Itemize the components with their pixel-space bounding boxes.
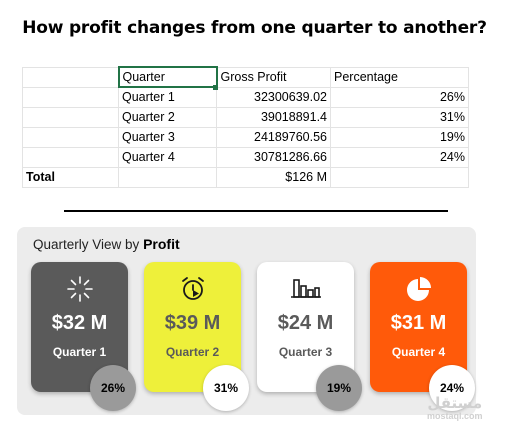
percentage-cell[interactable]: 19% bbox=[330, 126, 469, 148]
table-cell[interactable] bbox=[22, 66, 119, 88]
table-cell[interactable] bbox=[22, 146, 119, 168]
table-cell[interactable] bbox=[330, 166, 469, 188]
quarter-card-4[interactable]: $31 M Quarter 4 24% bbox=[370, 262, 475, 411]
table-row: Quarter 3 24189760.56 19% bbox=[22, 126, 469, 148]
header-percentage[interactable]: Percentage bbox=[330, 66, 469, 88]
card-value: $39 M bbox=[164, 312, 221, 334]
quarter-card-2[interactable]: $39 M Quarter 2 31% bbox=[144, 262, 249, 411]
table-header-row: Quarter Gross Profit Percentage bbox=[22, 66, 469, 88]
percentage-cell[interactable]: 31% bbox=[330, 106, 469, 128]
pie-chart-icon bbox=[370, 274, 467, 304]
card-value: $24 M bbox=[277, 312, 334, 334]
watermark-latin: mostaql.com bbox=[427, 411, 483, 421]
card-value: $32 M bbox=[51, 312, 108, 334]
watermark-arabic: مستقل bbox=[427, 394, 483, 412]
card-label: Quarter 4 bbox=[391, 345, 446, 359]
quarter-cell[interactable]: Quarter 2 bbox=[118, 106, 217, 128]
watermark-logo: مستقل mostaql.com bbox=[427, 394, 483, 422]
quarter-cell[interactable]: Quarter 1 bbox=[118, 86, 217, 108]
table-row: Quarter 1 32300639.02 26% bbox=[22, 86, 469, 108]
card-label: Quarter 1 bbox=[52, 345, 107, 359]
card-percentage-badge: 26% bbox=[90, 365, 136, 411]
card-label: Quarter 2 bbox=[165, 345, 220, 359]
card-percentage-badge: 31% bbox=[203, 365, 249, 411]
gross-profit-cell[interactable]: 39018891.4 bbox=[216, 106, 331, 128]
loading-icon bbox=[31, 274, 128, 304]
fill-handle[interactable] bbox=[213, 85, 218, 90]
quarter-card-3[interactable]: $24 M Quarter 3 19% bbox=[257, 262, 362, 411]
page-title: How profit changes from one quarter to a… bbox=[22, 18, 487, 38]
card-label: Quarter 3 bbox=[278, 345, 333, 359]
card-percentage-badge: 24% bbox=[429, 365, 475, 411]
header-quarter[interactable]: Quarter bbox=[117, 66, 218, 88]
table-row: Quarter 2 39018891.4 31% bbox=[22, 106, 469, 128]
card-value: $31 M bbox=[390, 312, 447, 334]
quarter-cell[interactable]: Quarter 3 bbox=[118, 126, 217, 148]
percentage-cell[interactable]: 24% bbox=[330, 146, 469, 168]
card-percentage-badge: 19% bbox=[316, 365, 362, 411]
dashboard-title-prefix: Quarterly View by bbox=[33, 237, 140, 252]
total-label[interactable]: Total bbox=[22, 166, 119, 188]
table-row: Quarter 4 30781286.66 24% bbox=[22, 146, 469, 168]
table-cell[interactable] bbox=[22, 126, 119, 148]
dashboard-title-metric: Profit bbox=[143, 236, 180, 252]
dashboard-title: Quarterly View by Profit bbox=[33, 236, 180, 252]
percentage-cell[interactable]: 26% bbox=[330, 86, 469, 108]
total-value[interactable]: $126 M bbox=[216, 166, 331, 188]
total-row: Total $126 M bbox=[22, 166, 469, 188]
table-cell[interactable] bbox=[22, 106, 119, 128]
alarm-clock-icon bbox=[144, 274, 241, 304]
gross-profit-cell[interactable]: 30781286.66 bbox=[216, 146, 331, 168]
spreadsheet-table: Quarter Gross Profit Percentage Quarter … bbox=[22, 66, 469, 188]
gross-profit-cell[interactable]: 32300639.02 bbox=[216, 86, 331, 108]
bar-chart-icon bbox=[257, 274, 354, 304]
quarter-card-1[interactable]: $32 M Quarter 1 26% bbox=[31, 262, 136, 411]
divider bbox=[64, 210, 448, 212]
quarter-cell[interactable]: Quarter 4 bbox=[118, 146, 217, 168]
table-cell[interactable] bbox=[118, 166, 217, 188]
gross-profit-cell[interactable]: 24189760.56 bbox=[216, 126, 331, 148]
header-gross-profit[interactable]: Gross Profit bbox=[216, 66, 331, 88]
table-cell[interactable] bbox=[22, 86, 119, 108]
